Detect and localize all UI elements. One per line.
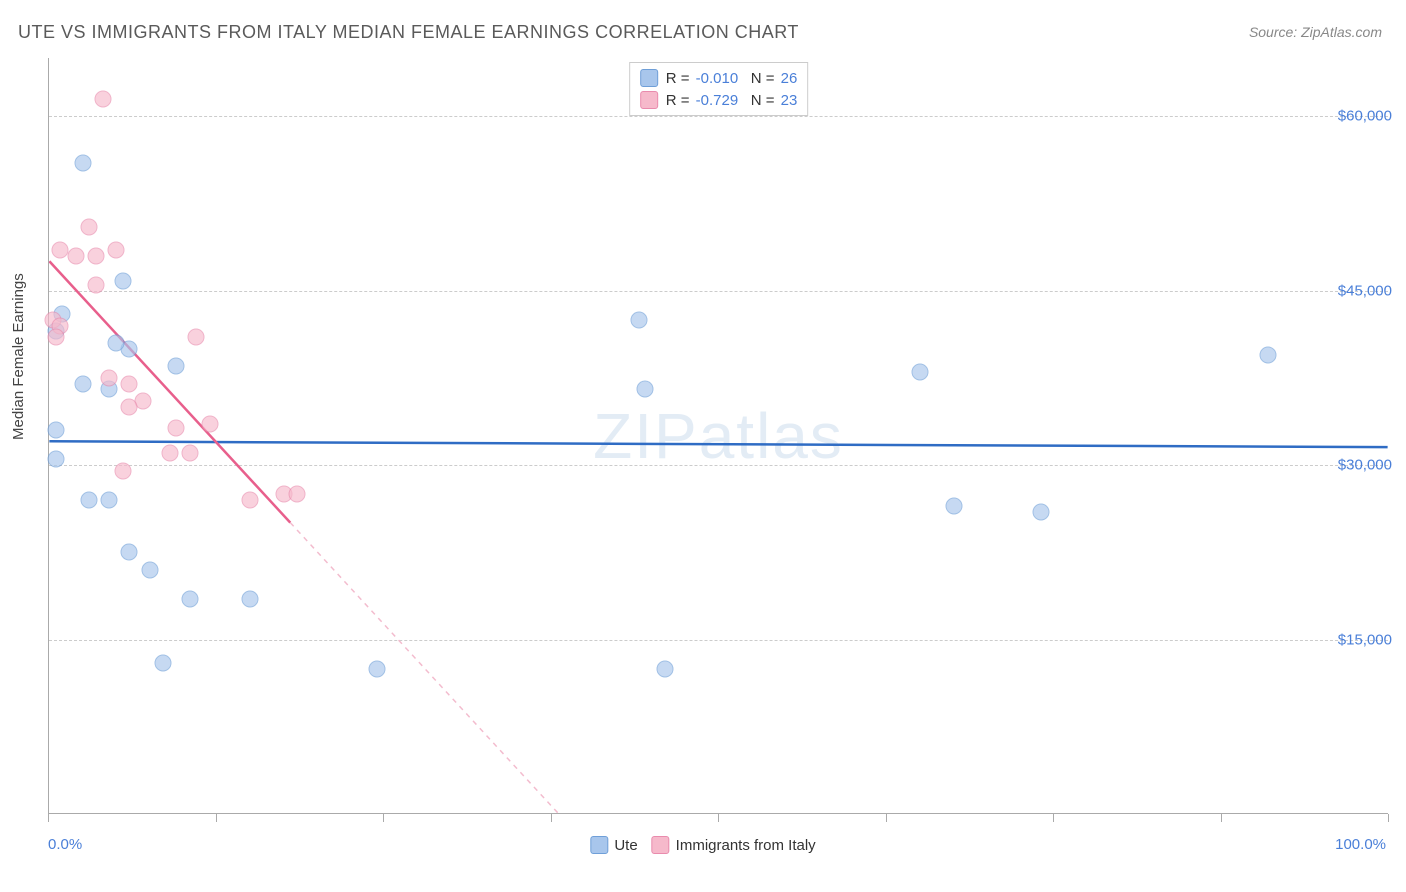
gridline xyxy=(49,640,1388,641)
x-tick xyxy=(886,814,887,822)
data-point xyxy=(242,590,259,607)
data-point xyxy=(47,329,64,346)
x-tick xyxy=(718,814,719,822)
data-point xyxy=(242,491,259,508)
data-point xyxy=(47,422,64,439)
x-tick xyxy=(551,814,552,822)
legend-label: Ute xyxy=(614,837,637,854)
plot-area: ZIPatlas R = -0.010 N = 26 R = -0.729 N =… xyxy=(48,58,1388,814)
data-point xyxy=(161,445,178,462)
y-axis-title: Median Female Earnings xyxy=(10,273,27,440)
y-tick-label: $45,000 xyxy=(1338,282,1392,299)
data-point xyxy=(81,218,98,235)
data-point xyxy=(168,419,185,436)
data-point xyxy=(288,486,305,503)
data-point xyxy=(108,241,125,258)
data-point xyxy=(912,364,929,381)
x-axis-start-label: 0.0% xyxy=(48,836,82,853)
x-tick xyxy=(48,814,49,822)
data-point xyxy=(168,358,185,375)
data-point xyxy=(87,247,104,264)
x-tick xyxy=(1053,814,1054,822)
legend-series: Ute Immigrants from Italy xyxy=(590,836,815,854)
data-point xyxy=(74,154,91,171)
x-tick xyxy=(1388,814,1389,822)
data-point xyxy=(121,375,138,392)
data-point xyxy=(108,334,125,351)
y-tick-label: $15,000 xyxy=(1338,631,1392,648)
regression-lines xyxy=(49,58,1388,813)
legend-stats: R = -0.010 N = 26 xyxy=(666,70,798,87)
gridline xyxy=(49,116,1388,117)
legend-swatch xyxy=(640,69,658,87)
legend-label: Immigrants from Italy xyxy=(676,837,816,854)
gridline xyxy=(49,291,1388,292)
data-point xyxy=(114,273,131,290)
data-point xyxy=(101,369,118,386)
source-attribution: Source: ZipAtlas.com xyxy=(1249,24,1382,40)
data-point xyxy=(188,329,205,346)
data-point xyxy=(630,311,647,328)
chart-title: UTE VS IMMIGRANTS FROM ITALY MEDIAN FEMA… xyxy=(18,22,799,43)
data-point xyxy=(74,375,91,392)
data-point xyxy=(114,462,131,479)
data-point xyxy=(657,660,674,677)
legend-swatch xyxy=(590,836,608,854)
data-point xyxy=(67,247,84,264)
data-point xyxy=(121,398,138,415)
legend-correlation-row: R = -0.010 N = 26 xyxy=(640,67,798,89)
data-point xyxy=(369,660,386,677)
x-tick xyxy=(383,814,384,822)
data-point xyxy=(1032,503,1049,520)
x-axis-end-label: 100.0% xyxy=(1335,836,1386,853)
data-point xyxy=(1260,346,1277,363)
data-point xyxy=(94,90,111,107)
data-point xyxy=(141,561,158,578)
legend-correlation-row: R = -0.729 N = 23 xyxy=(640,89,798,111)
x-tick xyxy=(1221,814,1222,822)
data-point xyxy=(201,416,218,433)
x-tick xyxy=(216,814,217,822)
data-point xyxy=(181,590,198,607)
data-point xyxy=(181,445,198,462)
data-point xyxy=(154,654,171,671)
watermark: ZIPatlas xyxy=(593,399,844,473)
y-tick-label: $30,000 xyxy=(1338,457,1392,474)
legend-swatch xyxy=(640,91,658,109)
data-point xyxy=(101,491,118,508)
legend-item: Immigrants from Italy xyxy=(652,836,816,854)
gridline xyxy=(49,465,1388,466)
data-point xyxy=(637,381,654,398)
y-tick-label: $60,000 xyxy=(1338,108,1392,125)
legend-stats: R = -0.729 N = 23 xyxy=(666,92,798,109)
data-point xyxy=(47,451,64,468)
data-point xyxy=(81,491,98,508)
data-point xyxy=(87,276,104,293)
legend-correlation: R = -0.010 N = 26 R = -0.729 N = 23 xyxy=(629,62,809,116)
legend-item: Ute xyxy=(590,836,637,854)
data-point xyxy=(121,544,138,561)
data-point xyxy=(945,497,962,514)
legend-swatch xyxy=(652,836,670,854)
data-point xyxy=(51,241,68,258)
